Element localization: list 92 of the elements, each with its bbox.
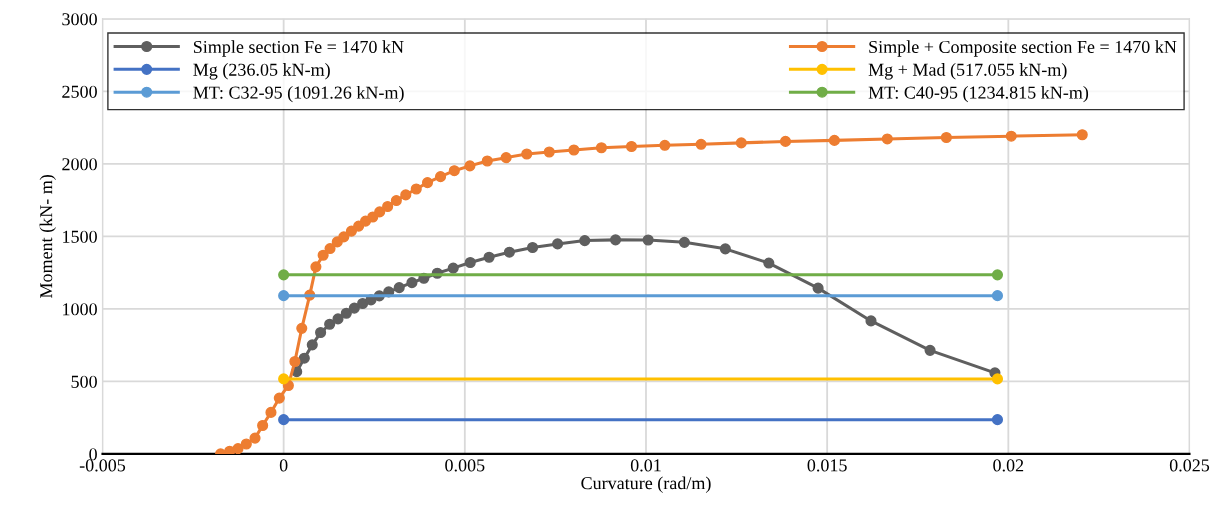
point bbox=[991, 373, 1004, 385]
point bbox=[278, 290, 290, 302]
point bbox=[240, 438, 252, 450]
x-tick-label: 0.025 bbox=[1169, 459, 1210, 472]
point bbox=[609, 234, 622, 246]
point bbox=[543, 146, 555, 158]
point bbox=[779, 135, 792, 147]
point bbox=[1005, 130, 1017, 142]
point bbox=[1076, 129, 1088, 141]
point bbox=[828, 134, 840, 146]
point bbox=[678, 236, 690, 248]
point bbox=[924, 344, 936, 356]
point bbox=[393, 282, 405, 294]
point bbox=[390, 195, 402, 207]
point bbox=[991, 269, 1004, 281]
x-tick-label: 0 bbox=[279, 459, 288, 472]
point bbox=[940, 131, 952, 144]
point bbox=[324, 318, 336, 330]
y-axis-title: Moment (kN- m) bbox=[39, 175, 56, 299]
point bbox=[991, 414, 1004, 426]
y-tick-label: 3000 bbox=[62, 13, 97, 26]
point bbox=[464, 256, 476, 269]
point bbox=[812, 282, 824, 294]
point bbox=[265, 406, 277, 418]
y-tick-label: 500 bbox=[71, 375, 97, 388]
point bbox=[434, 171, 447, 183]
x-tick-label: 0.015 bbox=[807, 459, 847, 472]
point bbox=[278, 269, 290, 281]
point bbox=[357, 297, 369, 310]
x-axis-title: Curvature (rad/m) bbox=[581, 476, 711, 493]
point bbox=[306, 339, 318, 351]
point bbox=[695, 138, 707, 150]
point bbox=[249, 432, 261, 444]
y-tick-label: 2000 bbox=[62, 158, 97, 171]
point bbox=[881, 133, 893, 145]
point bbox=[481, 155, 493, 167]
point bbox=[421, 177, 434, 189]
point bbox=[289, 355, 301, 368]
point bbox=[448, 165, 460, 177]
point bbox=[400, 189, 412, 201]
point bbox=[273, 392, 285, 404]
point bbox=[296, 322, 308, 334]
point bbox=[991, 290, 1004, 302]
x-tick-label: 0.005 bbox=[445, 459, 485, 472]
point bbox=[763, 257, 775, 269]
legend-label: Mg + Mad (517.055 kN-m) bbox=[868, 63, 1067, 80]
legend-label: MT: C32-95 (1091.26 kN-m) bbox=[193, 85, 404, 103]
x-tick-label: 0.02 bbox=[993, 459, 1024, 472]
point bbox=[483, 251, 495, 263]
y-tick-label: 0 bbox=[89, 448, 97, 461]
point bbox=[521, 148, 533, 160]
point bbox=[659, 139, 671, 151]
point bbox=[278, 373, 290, 385]
point bbox=[579, 235, 591, 247]
point bbox=[500, 152, 512, 164]
point bbox=[642, 234, 654, 246]
point bbox=[257, 419, 269, 432]
point bbox=[338, 231, 350, 243]
point bbox=[382, 200, 394, 213]
y-tick-label: 2500 bbox=[62, 85, 97, 98]
x-tick-label: 0.01 bbox=[630, 459, 661, 472]
point bbox=[527, 241, 539, 254]
point bbox=[464, 160, 476, 172]
point bbox=[340, 307, 352, 319]
point bbox=[310, 261, 322, 273]
point bbox=[595, 142, 607, 154]
legend-label: Mg (236.05 kN-m) bbox=[193, 63, 330, 80]
point bbox=[278, 414, 290, 426]
y-tick-label: 1000 bbox=[63, 303, 97, 316]
legend-label: Simple + Composite section Fe = 1470 kN bbox=[869, 40, 1177, 57]
point bbox=[865, 315, 877, 327]
point bbox=[503, 246, 515, 258]
point bbox=[332, 313, 344, 325]
point bbox=[298, 352, 310, 364]
point bbox=[625, 140, 638, 153]
legend-label: MT: C40-95 (1234.815 kN-m) bbox=[868, 85, 1089, 103]
point bbox=[374, 206, 386, 218]
x-tick-label: -0.005 bbox=[79, 459, 126, 472]
point bbox=[552, 238, 564, 250]
point bbox=[406, 277, 418, 289]
point bbox=[735, 137, 747, 149]
point bbox=[324, 243, 336, 255]
legend-label: Simple section Fe = 1470 kN bbox=[193, 40, 404, 57]
point bbox=[317, 249, 329, 261]
point bbox=[232, 443, 244, 454]
point bbox=[315, 326, 327, 339]
point bbox=[348, 302, 360, 314]
point bbox=[568, 144, 580, 156]
point bbox=[410, 183, 422, 195]
point bbox=[719, 243, 731, 255]
y-tick-label: 1500 bbox=[63, 230, 97, 243]
point bbox=[447, 262, 459, 274]
